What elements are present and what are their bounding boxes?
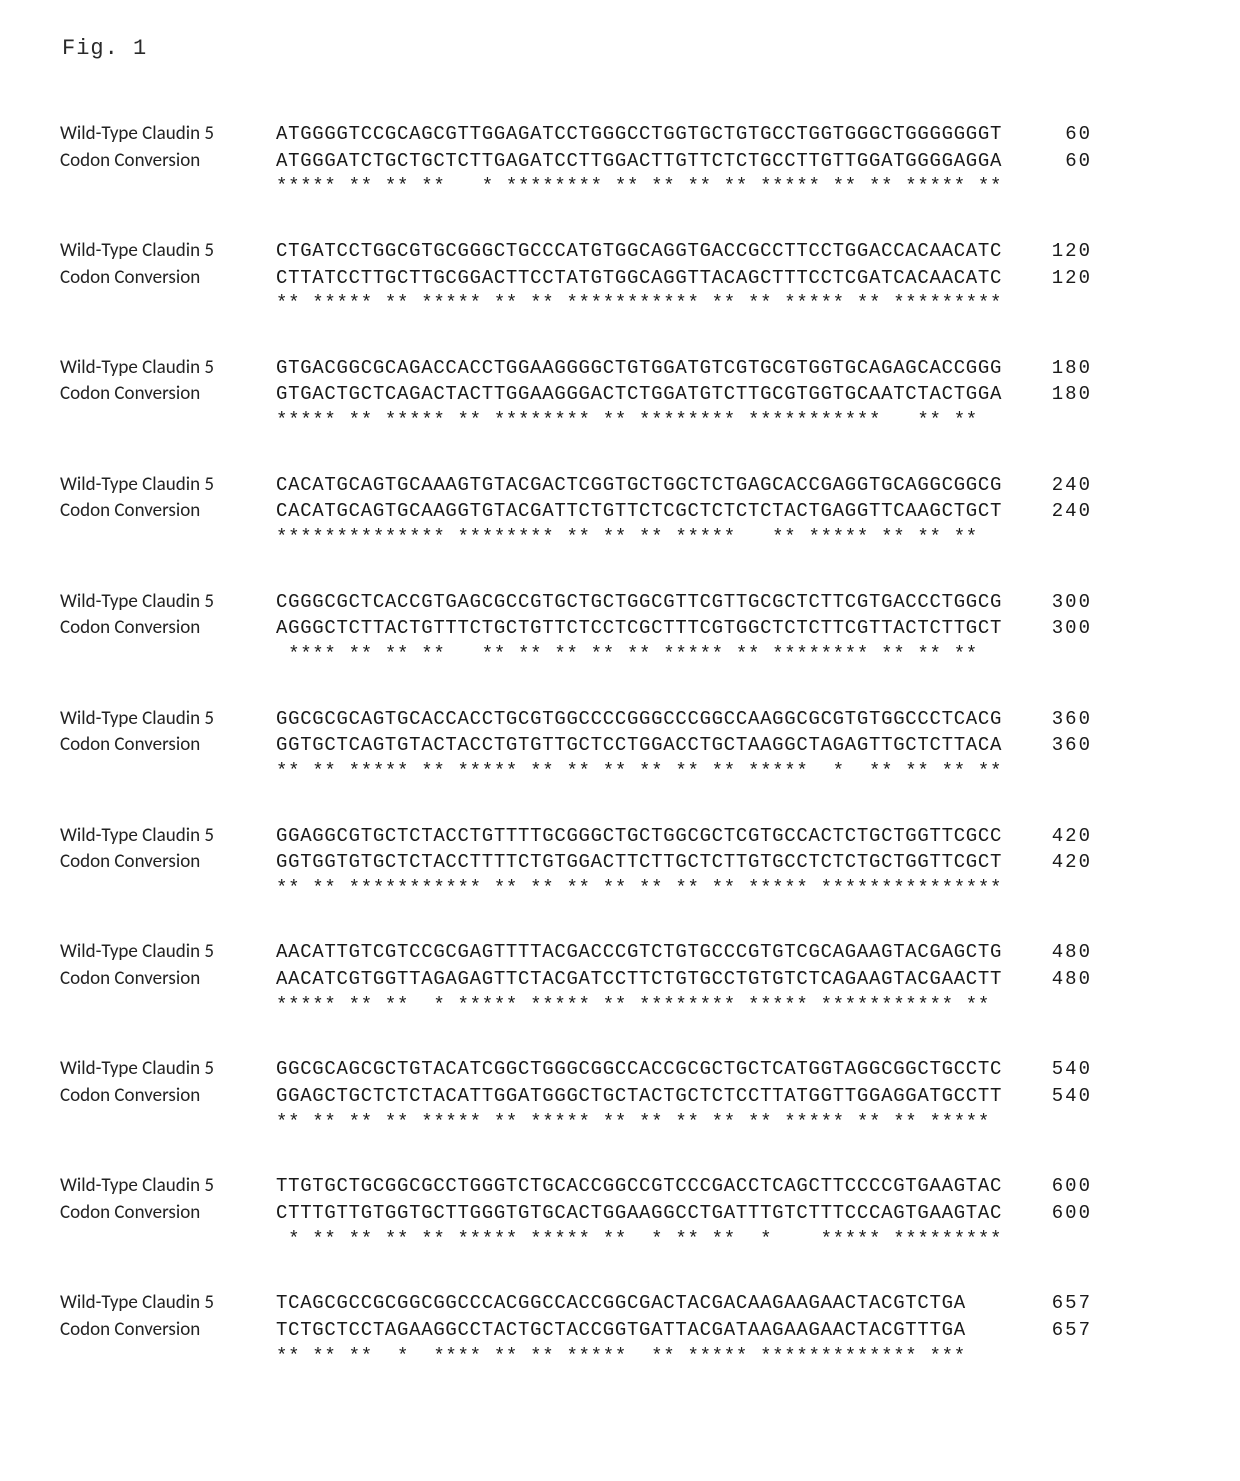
wt-sequence: CTGATCCTGGCGTGCGGGCTGCCCATGTGGCAGGTGACCG… xyxy=(276,239,996,265)
wt-position: 420 xyxy=(1002,824,1092,850)
cc-position: 540 xyxy=(1002,1084,1092,1110)
wt-position: 60 xyxy=(1002,122,1092,148)
cc-position: 360 xyxy=(1002,733,1092,759)
row-label-cc: Codon Conversion xyxy=(60,615,270,641)
conservation-stars: ** ** ** ** ***** ** ***** ** ** ** ** *… xyxy=(276,1110,996,1136)
cc-position: 300 xyxy=(1002,616,1092,642)
wt-sequence: GGCGCGCAGTGCACCACCTGCGTGGCCCCGGGCCCGGCCA… xyxy=(276,707,996,733)
wt-position: 180 xyxy=(1002,356,1092,382)
cc-sequence: GGTGCTCAGTGTACTACCTGTGTTGCTCCTGGACCTGCTA… xyxy=(276,733,996,759)
conservation-stars: ** ** ***** ** ***** ** ** ** ** ** ** *… xyxy=(276,759,996,785)
conservation-stars: ***** ** ** ** * ******** ** ** ** ** **… xyxy=(276,174,996,200)
row-label-wt: Wild-Type Claudin 5 xyxy=(60,355,270,381)
row-label-wt: Wild-Type Claudin 5 xyxy=(60,823,270,849)
row-label-cc: Codon Conversion xyxy=(60,1083,270,1109)
row-label-wt: Wild-Type Claudin 5 xyxy=(60,1290,270,1316)
row-label-wt: Wild-Type Claudin 5 xyxy=(60,1056,270,1082)
row-label-wt: Wild-Type Claudin 5 xyxy=(60,121,270,147)
wt-position: 657 xyxy=(1002,1291,1092,1317)
alignment-block: Wild-Type Claudin 5CACATGCAGTGCAAAGTGTAC… xyxy=(60,472,1180,551)
cc-position: 180 xyxy=(1002,382,1092,408)
wt-sequence: GTGACGGCGCAGACCACCTGGAAGGGGCTGTGGATGTCGT… xyxy=(276,356,996,382)
cc-position: 120 xyxy=(1002,266,1092,292)
cc-position: 657 xyxy=(1002,1318,1092,1344)
cc-position: 60 xyxy=(1002,149,1092,175)
wt-sequence: GGAGGCGTGCTCTACCTGTTTTGCGGGCTGCTGGCGCTCG… xyxy=(276,824,996,850)
row-label-cc: Codon Conversion xyxy=(60,148,270,174)
cc-sequence: GTGACTGCTCAGACTACTTGGAAGGGACTCTGGATGTCTT… xyxy=(276,382,996,408)
figure-title: Fig. 1 xyxy=(62,36,1180,61)
cc-sequence: AGGGCTCTTACTGTTTCTGCTGTTCTCCTCGCTTTCGTGG… xyxy=(276,616,996,642)
wt-sequence: TTGTGCTGCGGCGCCTGGGTCTGCACCGGCCGTCCCGACC… xyxy=(276,1174,996,1200)
wt-position: 600 xyxy=(1002,1174,1092,1200)
wt-sequence: CACATGCAGTGCAAAGTGTACGACTCGGTGCTGGCTCTGA… xyxy=(276,473,996,499)
alignment-block: Wild-Type Claudin 5CTGATCCTGGCGTGCGGGCTG… xyxy=(60,238,1180,317)
row-label-cc: Codon Conversion xyxy=(60,849,270,875)
wt-position: 240 xyxy=(1002,473,1092,499)
conservation-stars: ***** ** ** * ***** ***** ** ******** **… xyxy=(276,993,996,1019)
alignment-block: Wild-Type Claudin 5GGCGCGCAGTGCACCACCTGC… xyxy=(60,706,1180,785)
alignment-block: Wild-Type Claudin 5GTGACGGCGCAGACCACCTGG… xyxy=(60,355,1180,434)
row-label-wt: Wild-Type Claudin 5 xyxy=(60,1173,270,1199)
row-label-wt: Wild-Type Claudin 5 xyxy=(60,939,270,965)
conservation-stars: ** ***** ** ***** ** ** *********** ** *… xyxy=(276,291,996,317)
row-label-cc: Codon Conversion xyxy=(60,1317,270,1343)
row-label-cc: Codon Conversion xyxy=(60,732,270,758)
cc-position: 600 xyxy=(1002,1201,1092,1227)
wt-position: 540 xyxy=(1002,1057,1092,1083)
wt-sequence: GGCGCAGCGCTGTACATCGGCTGGGCGGCCACCGCGCTGC… xyxy=(276,1057,996,1083)
row-label-cc: Codon Conversion xyxy=(60,265,270,291)
conservation-stars: ** ** *********** ** ** ** ** ** ** ** *… xyxy=(276,876,996,902)
cc-sequence: TCTGCTCCTAGAAGGCCTACTGCTACCGGTGATTACGATA… xyxy=(276,1318,996,1344)
row-label-wt: Wild-Type Claudin 5 xyxy=(60,589,270,615)
cc-sequence: CTTATCCTTGCTTGCGGACTTCCTATGTGGCAGGTTACAG… xyxy=(276,266,996,292)
wt-position: 120 xyxy=(1002,239,1092,265)
wt-position: 360 xyxy=(1002,707,1092,733)
row-label-cc: Codon Conversion xyxy=(60,966,270,992)
row-label-wt: Wild-Type Claudin 5 xyxy=(60,238,270,264)
alignment-block: Wild-Type Claudin 5TCAGCGCCGCGGCGGCCCACG… xyxy=(60,1290,1180,1369)
row-label-cc: Codon Conversion xyxy=(60,1200,270,1226)
sequence-alignment: Wild-Type Claudin 5ATGGGGTCCGCAGCGTTGGAG… xyxy=(60,121,1180,1369)
row-label-cc: Codon Conversion xyxy=(60,498,270,524)
cc-sequence: AACATCGTGGTTAGAGAGTTCTACGATCCTTCTGTGCCTG… xyxy=(276,967,996,993)
cc-sequence: GGTGGTGTGCTCTACCTTTTCTGTGGACTTCTTGCTCTTG… xyxy=(276,850,996,876)
cc-position: 240 xyxy=(1002,499,1092,525)
wt-sequence: AACATTGTCGTCCGCGAGTTTTACGACCCGTCTGTGCCCG… xyxy=(276,940,996,966)
alignment-block: Wild-Type Claudin 5GGCGCAGCGCTGTACATCGGC… xyxy=(60,1056,1180,1135)
wt-sequence: CGGGCGCTCACCGTGAGCGCCGTGCTGCTGGCGTTCGTTG… xyxy=(276,590,996,616)
cc-sequence: GGAGCTGCTCTCTACATTGGATGGGCTGCTACTGCTCTCC… xyxy=(276,1084,996,1110)
conservation-stars: **** ** ** ** ** ** ** ** ** ***** ** **… xyxy=(276,642,996,668)
cc-sequence: CTTTGTTGTGGTGCTTGGGTGTGCACTGGAAGGCCTGATT… xyxy=(276,1201,996,1227)
alignment-block: Wild-Type Claudin 5TTGTGCTGCGGCGCCTGGGTC… xyxy=(60,1173,1180,1252)
alignment-block: Wild-Type Claudin 5CGGGCGCTCACCGTGAGCGCC… xyxy=(60,589,1180,668)
alignment-block: Wild-Type Claudin 5ATGGGGTCCGCAGCGTTGGAG… xyxy=(60,121,1180,200)
cc-sequence: CACATGCAGTGCAAGGTGTACGATTCTGTTCTCGCTCTCT… xyxy=(276,499,996,525)
wt-position: 300 xyxy=(1002,590,1092,616)
wt-position: 480 xyxy=(1002,940,1092,966)
conservation-stars: ***** ** ***** ** ******** ** ******** *… xyxy=(276,408,996,434)
wt-sequence: TCAGCGCCGCGGCGGCCCACGGCCACCGGCGACTACGACA… xyxy=(276,1291,996,1317)
wt-sequence: ATGGGGTCCGCAGCGTTGGAGATCCTGGGCCTGGTGCTGT… xyxy=(276,122,996,148)
cc-position: 480 xyxy=(1002,967,1092,993)
conservation-stars: ************** ******** ** ** ** ***** *… xyxy=(276,525,996,551)
row-label-wt: Wild-Type Claudin 5 xyxy=(60,472,270,498)
alignment-block: Wild-Type Claudin 5GGAGGCGTGCTCTACCTGTTT… xyxy=(60,823,1180,902)
alignment-block: Wild-Type Claudin 5AACATTGTCGTCCGCGAGTTT… xyxy=(60,939,1180,1018)
row-label-cc: Codon Conversion xyxy=(60,381,270,407)
row-label-wt: Wild-Type Claudin 5 xyxy=(60,706,270,732)
cc-sequence: ATGGGATCTGCTGCTCTTGAGATCCTTGGACTTGTTCTCT… xyxy=(276,149,996,175)
cc-position: 420 xyxy=(1002,850,1092,876)
conservation-stars: * ** ** ** ** ***** ***** ** * ** ** * *… xyxy=(276,1227,996,1253)
conservation-stars: ** ** ** * **** ** ** ***** ** ***** ***… xyxy=(276,1344,996,1370)
